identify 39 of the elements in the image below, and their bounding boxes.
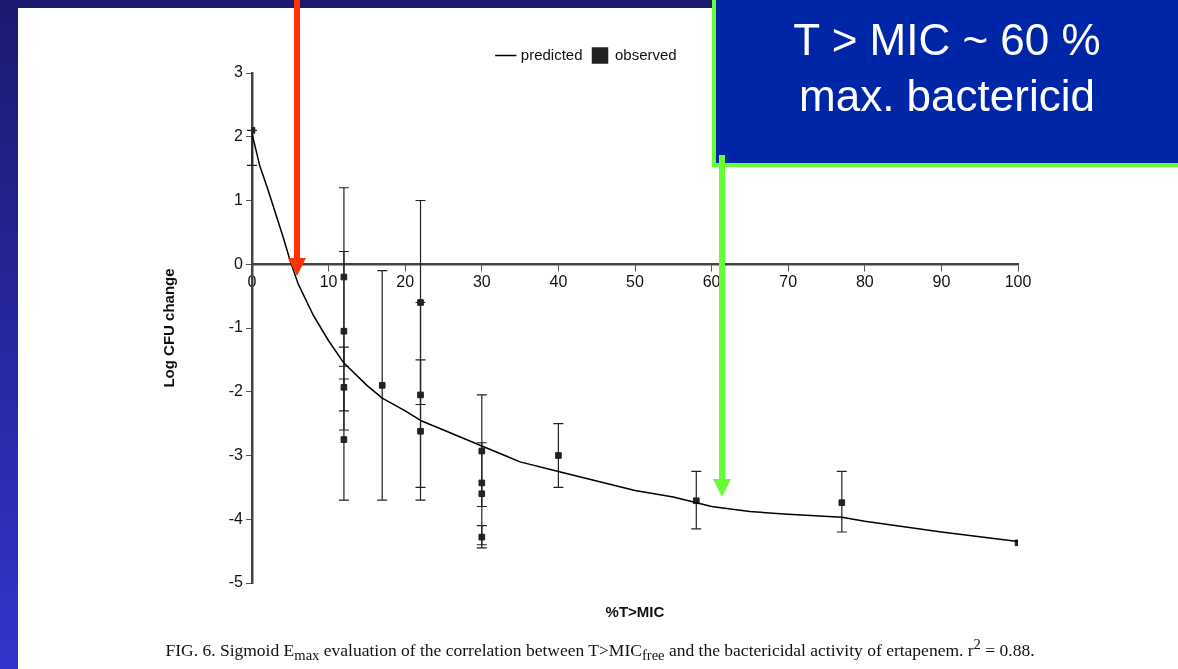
x-tick-label: 100 (1004, 273, 1032, 291)
annotation: max. bactericid (798, 70, 1096, 122)
y-tick-label: -2 (228, 382, 244, 400)
x-tick-label: 10 (319, 273, 338, 291)
y-tick-label: 0 (234, 254, 244, 272)
y-tick-label: -4 (228, 509, 244, 527)
callout-box: T > MIC ~ 60 % max. bactericid (712, 0, 1178, 167)
legend-label: observed (615, 45, 677, 63)
point (340, 436, 348, 443)
y-tick-label: -5 (228, 573, 244, 591)
point (378, 382, 386, 389)
point (340, 273, 348, 281)
y-tick-label: 1 (234, 190, 244, 208)
y-axis-title: Log CFU change (160, 268, 178, 388)
x-tick-label: 80 (855, 273, 874, 291)
x-tick-label: 90 (932, 273, 951, 291)
point (417, 391, 424, 399)
point (340, 327, 348, 335)
point (478, 533, 486, 541)
caption: FIG. 6. Sigmoid E$_{max}$ evaluation of the correlation between T>MIC$_{free}$ and the bactericidal activity of ertapenem. r$^{2}$ = 0.88. (164, 636, 1036, 665)
point (478, 447, 486, 455)
y-tick-label: -3 (228, 445, 244, 463)
x-tick-label: 20 (396, 273, 415, 291)
x-tick-label: 30 (472, 273, 491, 291)
point (417, 299, 424, 306)
point (555, 452, 562, 459)
y-tick-label: 2 (234, 127, 244, 145)
x-axis-title: %T>MIC (604, 603, 666, 620)
x-tick-label: 40 (549, 273, 568, 291)
y-tick-label: -1 (228, 318, 244, 336)
x-tick-label: 50 (626, 273, 644, 291)
x-tick-label: 70 (779, 273, 798, 291)
y-tick-label: 3 (234, 63, 244, 81)
legend-label: predicted (520, 45, 583, 63)
point (340, 383, 348, 391)
point (478, 490, 486, 498)
point (478, 479, 486, 487)
point (838, 499, 846, 506)
point (417, 427, 424, 435)
